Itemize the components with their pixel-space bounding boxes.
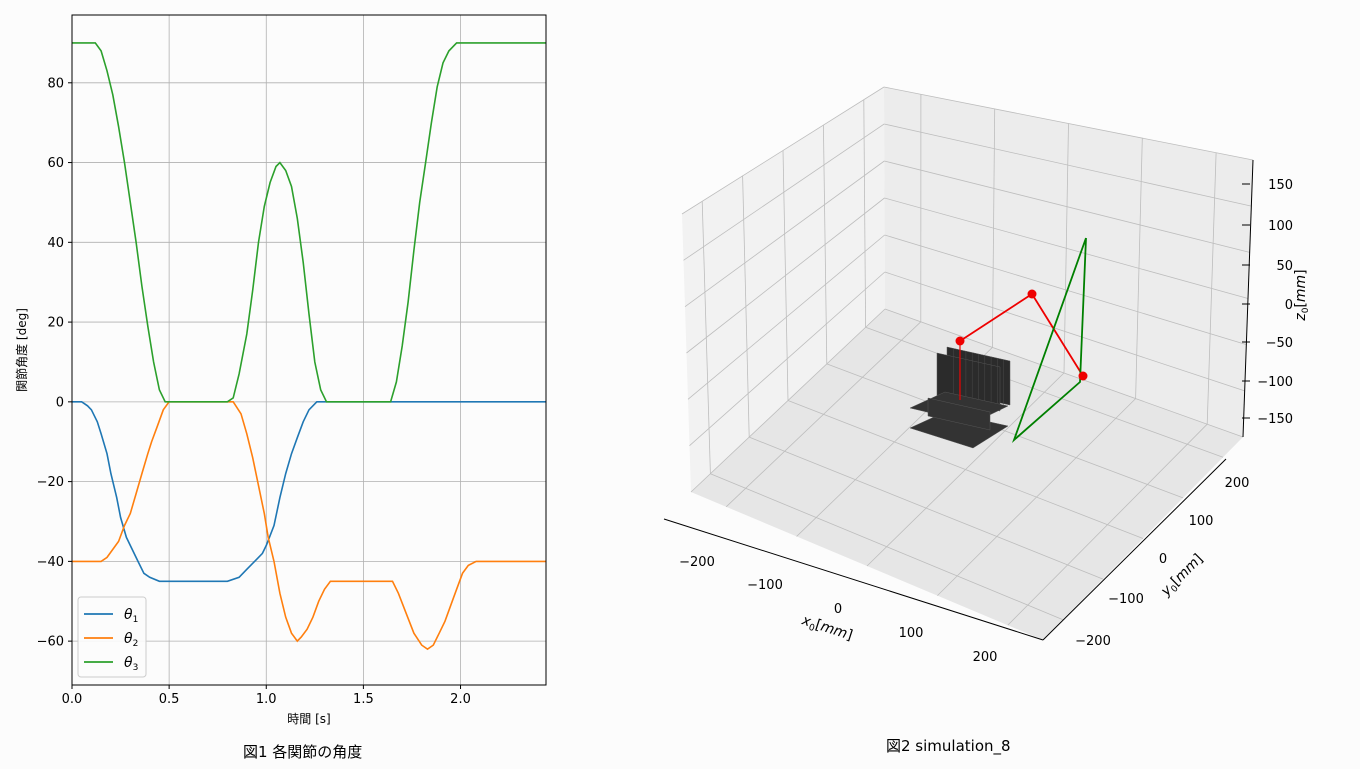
- joint-angle-plot: 0.0 0.5 1.0 1.5 2.0 −60 −40 −20 0 20 40 60 80 時間 [s]…: [0, 0, 600, 765]
- x-axis-label: 時間 [s]: [287, 712, 330, 726]
- x-tick-label: −100: [747, 578, 783, 593]
- x-tick-label: 100: [899, 626, 924, 641]
- plot-frame: [72, 15, 546, 685]
- z-tick-label: 0: [1285, 298, 1293, 313]
- z-tick-label: −50: [1266, 336, 1293, 351]
- arm-joint: [956, 337, 965, 346]
- z-tick-label: 150: [1268, 178, 1293, 193]
- y-tick-label: 60: [47, 156, 64, 171]
- series-lines: [72, 43, 546, 649]
- y-axis-label: 関節角度 [deg]: [14, 308, 29, 392]
- figure1-caption: 図1 各関節の角度: [243, 741, 362, 762]
- z-tick-label: −150: [1257, 412, 1293, 427]
- x-tick-label: 200: [973, 650, 998, 665]
- simulation-3d-figure: −200 −100 0 100 200 −200 −100 0 100 200 −150 −100 −5…: [600, 0, 1360, 765]
- series-line-theta3: [72, 43, 546, 402]
- x-tick-label: 2.0: [450, 692, 471, 707]
- z-tick-label: 100: [1268, 219, 1293, 234]
- y-tick-label: −60: [37, 635, 64, 650]
- y-tick-label: −40: [37, 555, 64, 570]
- x-axis-label: x0[mm]: [798, 612, 854, 646]
- y-tick-label: 0: [56, 395, 64, 410]
- x-tick-label: 1.0: [256, 692, 277, 707]
- y-tick-label: 20: [47, 316, 64, 331]
- joint-angle-figure: 0.0 0.5 1.0 1.5 2.0 −60 −40 −20 0 20 40 60 80 時間 [s]…: [0, 0, 600, 765]
- y-tick-label: 80: [47, 76, 64, 91]
- simulation-3d-plot: −200 −100 0 100 200 −200 −100 0 100 200 −150 −100 −5…: [600, 0, 1360, 765]
- y-tick-label: −200: [1075, 634, 1111, 649]
- y-tick-label: 100: [1189, 514, 1214, 529]
- y-tick-label: −20: [37, 475, 64, 490]
- y-tick-label: 0: [1159, 552, 1167, 567]
- z-tick-label: −100: [1257, 375, 1293, 390]
- z-tick-label: 50: [1276, 259, 1293, 274]
- grid: [72, 15, 546, 685]
- x-tick-label: −200: [679, 555, 715, 570]
- z-axis-label: z0[mm]: [1293, 269, 1311, 321]
- x-tick-label: 0.0: [62, 692, 83, 707]
- arm-joint: [1028, 290, 1037, 299]
- y-tick-label: −100: [1108, 592, 1144, 607]
- x-tick-label: 0.5: [159, 692, 180, 707]
- figure2-caption: 図2 simulation_8: [886, 735, 1011, 756]
- series-line-theta1: [72, 402, 546, 582]
- x-tick-label: 1.5: [353, 692, 374, 707]
- y-tick-label: 40: [47, 236, 64, 251]
- y-tick-label: 200: [1225, 476, 1250, 491]
- x-tick-label: 0: [834, 602, 842, 617]
- arm-joint: [1079, 372, 1088, 381]
